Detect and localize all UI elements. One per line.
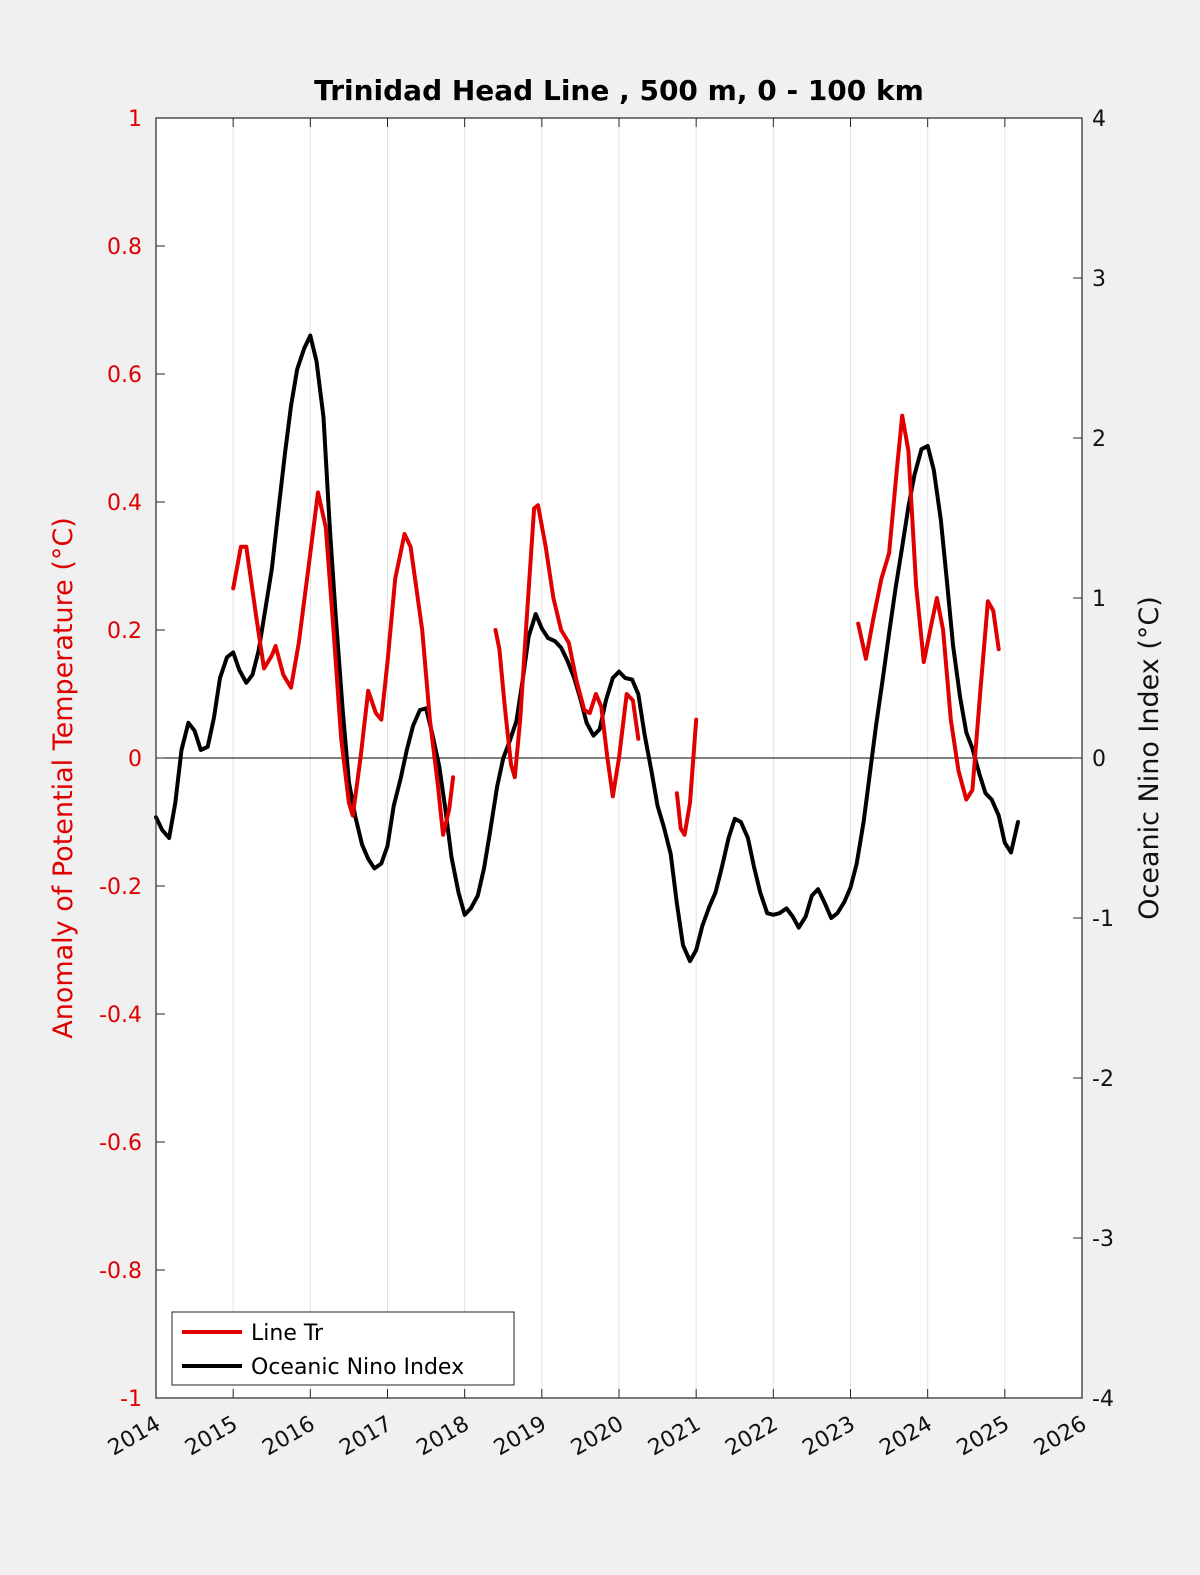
y-left-tick-label-0.4: 0.4 [107, 491, 142, 516]
series-line-tr-segment-3 [856, 413, 1001, 802]
y-left-tick-label-0.8: 0.8 [107, 235, 142, 260]
legend-label-oceanic-nino-index: Oceanic Nino Index [251, 1355, 464, 1380]
y-left-tick-label-0.2: 0.2 [107, 619, 142, 644]
y-right-tick-label-1: 1 [1092, 587, 1106, 612]
y-left-tick-label--0.4: -0.4 [99, 1003, 142, 1028]
y-right-tick-label--2: -2 [1092, 1067, 1114, 1092]
legend-label-line-tr: Line Tr [251, 1321, 324, 1346]
y-right-tick-label-3: 3 [1092, 267, 1106, 292]
y-left-tick-label--0.2: -0.2 [99, 875, 142, 900]
y-right-tick-label--1: -1 [1092, 907, 1114, 932]
y-left-tick-label-1: 1 [128, 107, 142, 132]
legend: Line Tr Oceanic Nino Index [171, 1311, 515, 1386]
right-axis: 4 3 2 1 0 -1 -2 -3 -4 [1073, 107, 1114, 1412]
series-layer [154, 333, 1020, 964]
y-axis-label-right: Oceanic Nino Index (°C) [1134, 596, 1165, 920]
y-left-tick-label--1: -1 [120, 1387, 142, 1412]
left-axis: 1 0.8 0.6 0.4 0.2 0 -0.2 -0.4 -0.6 -0.8 -1 [99, 107, 165, 1412]
y-right-tick-label-0: 0 [1092, 747, 1106, 772]
series-line-tr-segment-2 [674, 717, 699, 837]
y-right-tick-label-4: 4 [1092, 107, 1106, 132]
y-left-tick-label-0: 0 [128, 747, 142, 772]
y-left-tick-label-0.6: 0.6 [107, 363, 142, 388]
y-right-tick-label--4: -4 [1092, 1387, 1114, 1412]
y-axis-label-left: Anomaly of Potential Temperature (°C) [48, 517, 79, 1039]
series-line-tr-segment-0 [231, 490, 456, 837]
y-left-tick-label--0.8: -0.8 [99, 1259, 142, 1284]
series-oceanic-nino-index-segment-0 [154, 333, 1020, 964]
legend-box [171, 1311, 515, 1386]
series-line-tr-segment-1 [493, 503, 641, 799]
chart-title: Trinidad Head Line , 500 m, 0 - 100 km [314, 74, 924, 107]
y-right-tick-label-2: 2 [1092, 427, 1106, 452]
y-left-tick-label--0.6: -0.6 [99, 1131, 142, 1156]
y-right-tick-label--3: -3 [1092, 1227, 1114, 1252]
